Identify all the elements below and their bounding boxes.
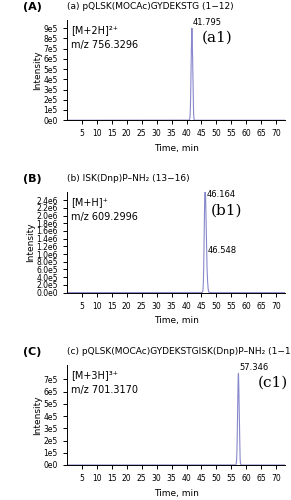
X-axis label: Time, min: Time, min [154,488,198,498]
Text: m/z 701.3170: m/z 701.3170 [71,385,138,395]
Text: (c1): (c1) [258,376,288,390]
Text: [M+2H]²⁺: [M+2H]²⁺ [71,25,118,35]
Text: m/z 609.2996: m/z 609.2996 [71,212,138,222]
Text: (a1): (a1) [202,31,233,45]
Text: 46.164: 46.164 [206,190,235,199]
Text: [M+3H]³⁺: [M+3H]³⁺ [71,370,118,380]
X-axis label: Time, min: Time, min [154,144,198,153]
Text: (C): (C) [23,346,42,356]
Y-axis label: Intensity: Intensity [33,50,42,90]
Text: 57.346: 57.346 [239,364,269,372]
Text: (A): (A) [23,2,42,12]
Text: 46.548: 46.548 [207,246,236,255]
Y-axis label: Intensity: Intensity [33,395,42,434]
Y-axis label: Intensity: Intensity [26,222,35,262]
Text: (c) pQLSK(MOCAc)GYDEKSTGISK(Dnp)P–NH₂ (1−16): (c) pQLSK(MOCAc)GYDEKSTGISK(Dnp)P–NH₂ (1… [67,346,291,356]
Text: (B): (B) [23,174,42,184]
Text: 41.795: 41.795 [193,18,222,27]
Text: (b1): (b1) [211,204,242,218]
Text: (b) ISK(Dnp)P–NH₂ (13−16): (b) ISK(Dnp)P–NH₂ (13−16) [67,174,189,184]
Text: [M+H]⁺: [M+H]⁺ [71,198,108,207]
X-axis label: Time, min: Time, min [154,316,198,325]
Text: m/z 756.3296: m/z 756.3296 [71,40,139,50]
Text: (a) pQLSK(MOCAc)GYDEKSTG (1−12): (a) pQLSK(MOCAc)GYDEKSTG (1−12) [67,2,234,11]
